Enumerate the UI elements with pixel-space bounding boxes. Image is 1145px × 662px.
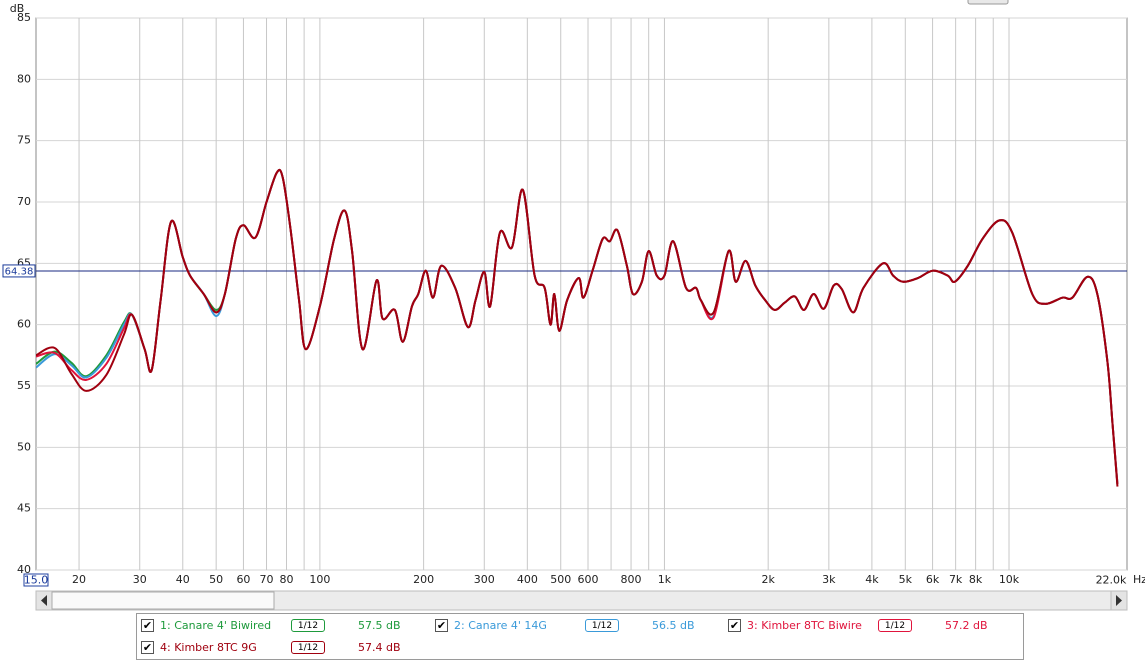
legend-entry: ✔ 4: Kimber 8TC 9G 1/12 57.4 dB (141, 638, 431, 658)
y-tick-label: 40 (17, 563, 31, 576)
x-tick-label: 50 (209, 573, 223, 586)
x-tick-label: 5k (899, 573, 913, 586)
x-tick-label: 8k (969, 573, 983, 586)
y-tick-label: 80 (17, 72, 31, 85)
x-tick-label: 40 (176, 573, 190, 586)
y-tick-label: 70 (17, 195, 31, 208)
x-range-label: 15.0 (24, 574, 49, 587)
y-tick-label: 75 (17, 134, 31, 147)
checkbox[interactable]: ✔ (728, 619, 741, 632)
x-tick-label: 30 (133, 573, 147, 586)
legend-name: 1: Canare 4' Biwired (160, 619, 272, 632)
legend-name: 4: Kimber 8TC 9G (160, 641, 257, 654)
y-tick-label: 45 (17, 502, 31, 515)
legend-name: 2: Canare 4' 14G (454, 619, 547, 632)
smoothing-button[interactable]: 1/12 (878, 619, 912, 632)
x-tick-label: 10k (999, 573, 1020, 586)
checkbox[interactable]: ✔ (141, 619, 154, 632)
smoothing-button[interactable]: 1/12 (291, 619, 325, 632)
x-range-box (1095, 573, 1127, 587)
x-tick-label: 4k (865, 573, 879, 586)
marker-label: 64.38 (5, 266, 34, 277)
marker-box (2, 264, 36, 278)
x-tick-label: 7k (949, 573, 963, 586)
legend-entry: ✔ 1: Canare 4' Biwired 1/12 57.5 dB (141, 616, 431, 636)
x-tick-label: 400 (517, 573, 538, 586)
legend: ✔ 1: Canare 4' Biwired 1/12 57.5 dB ✔ 2: Cana… (136, 613, 1024, 660)
y-tick-label: 85 (17, 11, 31, 24)
arrow-right (1116, 595, 1122, 606)
legend-name: 3: Kimber 8TC Biwire (747, 619, 862, 632)
grid (36, 17, 1127, 571)
x-tick-label: 2k (761, 573, 775, 586)
legend-level: 57.2 dB (945, 619, 988, 632)
y-tick-label: 55 (17, 379, 31, 392)
x-tick-label: 500 (550, 573, 571, 586)
x-tick-label: 60 (236, 573, 250, 586)
x-tick-label: 800 (621, 573, 642, 586)
scrollbar[interactable] (35, 590, 1128, 611)
x-tick-label: 600 (578, 573, 599, 586)
x-range-box (23, 573, 49, 587)
x-unit: Hz (1133, 573, 1145, 586)
x-range-label: 22.0k (1096, 574, 1127, 587)
x-tick-label: 3k (822, 573, 836, 586)
x-tick-label: 6k (926, 573, 940, 586)
legend-level: 57.4 dB (358, 641, 401, 654)
checkbox[interactable]: ✔ (141, 641, 154, 654)
response-curve (36, 168, 1119, 487)
x-tick-label: 1k (658, 573, 672, 586)
x-tick-label: 80 (279, 573, 293, 586)
x-tick-label: 200 (413, 573, 434, 586)
y-tick-label: 50 (17, 440, 31, 453)
smoothing-button[interactable]: 1/12 (291, 641, 325, 654)
checkbox[interactable]: ✔ (435, 619, 448, 632)
x-tick-label: 100 (309, 573, 330, 586)
scroll-thumb[interactable] (51, 591, 275, 610)
legend-level: 56.5 dB (652, 619, 695, 632)
y-axis-label: dB (10, 2, 25, 15)
legend-level: 57.5 dB (358, 619, 401, 632)
x-tick-label: 300 (474, 573, 495, 586)
toolbar-button[interactable] (967, 0, 1009, 5)
arrow-left (41, 595, 47, 606)
legend-entry: ✔ 2: Canare 4' 14G 1/12 56.5 dB (435, 616, 725, 636)
legend-entry: ✔ 3: Kimber 8TC Biwire 1/12 57.2 dB (728, 616, 1018, 636)
x-tick-label: 20 (72, 573, 86, 586)
x-tick-label: 70 (260, 573, 274, 586)
y-tick-label: 60 (17, 318, 31, 331)
smoothing-button[interactable]: 1/12 (585, 619, 619, 632)
